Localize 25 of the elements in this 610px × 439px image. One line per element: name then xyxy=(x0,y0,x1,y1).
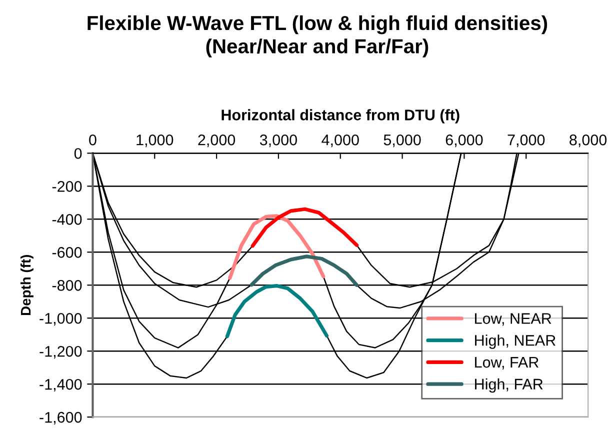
x-tick-label: 3,000 xyxy=(260,134,297,148)
x-tick-label: 4,000 xyxy=(322,134,359,148)
x-tick-label: 2,000 xyxy=(198,134,236,148)
y-tick-label: -200 xyxy=(52,181,82,192)
legend-label: High, NEAR xyxy=(475,334,556,349)
y-tick-label: -1,200 xyxy=(40,346,82,359)
legend-label: Low, NEAR xyxy=(475,313,552,326)
chart-title: Flexible W-Wave FTL (low & high fluid densities) (Near/Near and Far/Far) xyxy=(88,15,548,58)
legend-label: Low, FAR xyxy=(475,357,538,370)
y-tick-label: -600 xyxy=(52,247,82,258)
y-tick-label: -1,600 xyxy=(40,412,82,425)
x-axis-title: Horizontal distance from DTU (ft) xyxy=(222,109,460,124)
x-tick-label: 7,000 xyxy=(508,134,545,148)
x-tick-label: 6,000 xyxy=(446,134,483,148)
x-tick-label: 8,000 xyxy=(570,134,607,148)
x-tick-label: 1,000 xyxy=(136,134,174,148)
x-tick-label: 0 xyxy=(89,134,96,146)
y-tick-label: -1,400 xyxy=(40,378,82,392)
y-tick-label: 0 xyxy=(74,148,82,159)
y-axis-title: Depth (ft) xyxy=(20,254,34,316)
y-tick-label: -1,000 xyxy=(40,312,82,326)
x-tick-label: 5,000 xyxy=(384,134,421,148)
legend-label: High, FAR xyxy=(475,378,543,393)
y-tick-label: -400 xyxy=(52,214,82,225)
y-tick-label: -800 xyxy=(52,280,82,291)
